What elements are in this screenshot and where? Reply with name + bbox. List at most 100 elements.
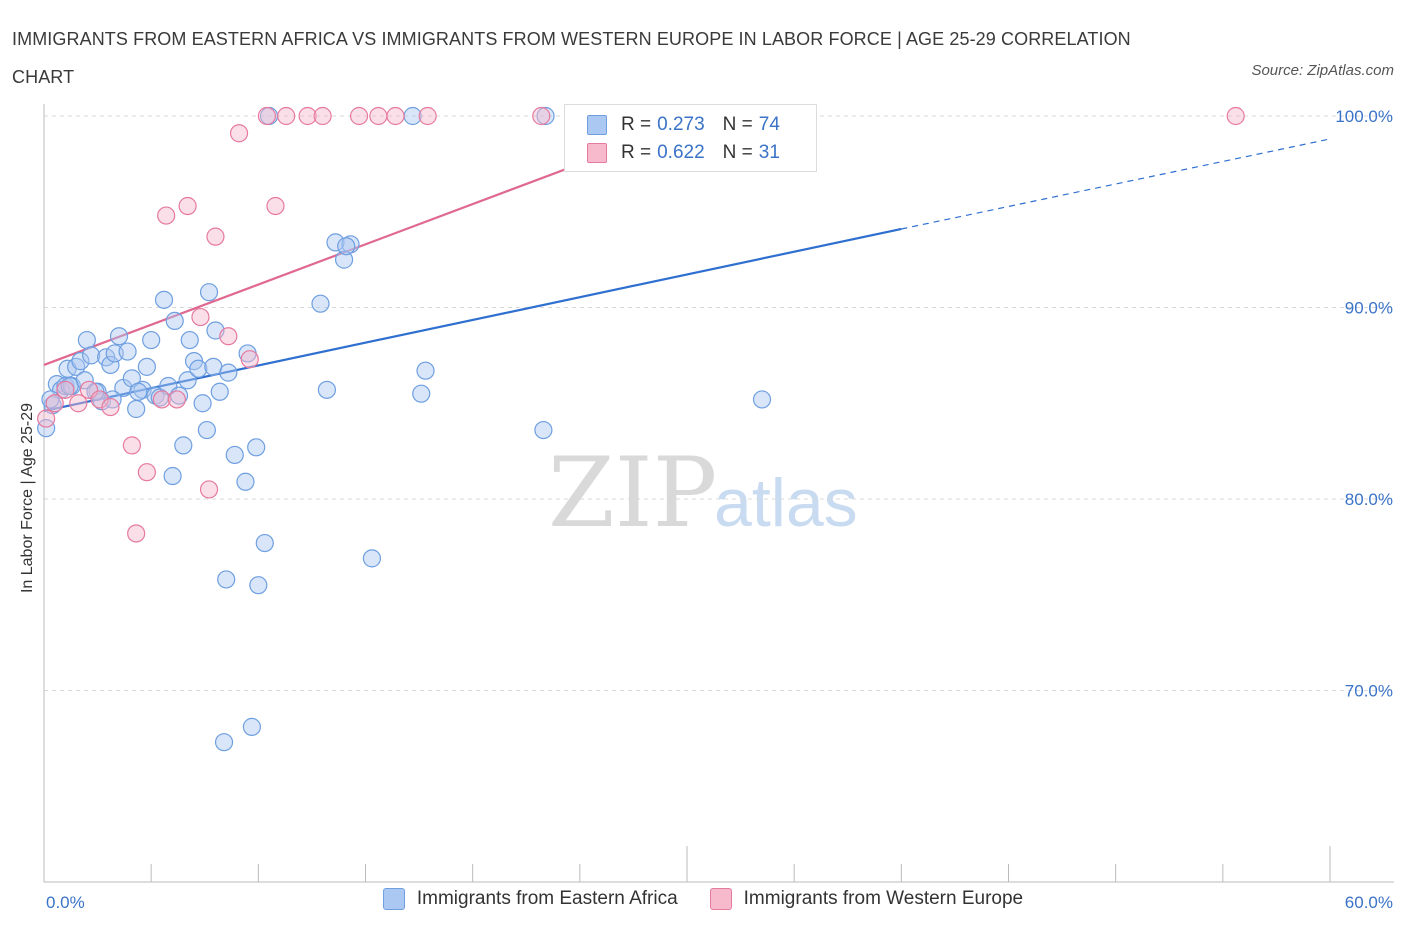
data-point xyxy=(109,327,129,346)
data-point xyxy=(214,733,234,752)
data-point xyxy=(349,106,369,126)
data-point xyxy=(199,283,219,302)
tick-labels: 70.0% 80.0% 90.0% 100.0% 0.0% 60.0% xyxy=(46,107,1393,912)
data-point xyxy=(369,106,388,126)
legend-r-label: R = xyxy=(621,114,652,135)
data-points xyxy=(37,106,1245,752)
series-legend-eastern-africa[interactable]: Immigrants from Eastern Africa xyxy=(382,888,678,910)
stats-legend: R = 0.273 N = 74 R = 0.622 N = 31 xyxy=(564,104,817,172)
data-point xyxy=(37,419,56,438)
data-point xyxy=(118,342,137,361)
data-point xyxy=(317,380,337,399)
data-point xyxy=(82,346,101,365)
x-tick-label: 60.0% xyxy=(1345,893,1393,912)
data-point xyxy=(412,384,431,403)
data-point xyxy=(77,330,96,350)
data-point xyxy=(1226,106,1245,126)
series-label-western-europe: Immigrants from Western Europe xyxy=(743,888,1024,909)
data-point xyxy=(101,355,120,375)
legend-r-value: 0.273 xyxy=(657,114,705,135)
data-point xyxy=(247,438,266,457)
series-points-eastern-africa xyxy=(37,106,772,752)
chart-title: IMMIGRANTS FROM EASTERN AFRICA VS IMMIGR… xyxy=(12,29,1131,87)
data-point xyxy=(129,382,148,401)
data-point xyxy=(69,394,88,413)
data-point xyxy=(752,390,772,409)
legend-n-value: 31 xyxy=(758,142,780,163)
data-point xyxy=(71,352,90,371)
data-point xyxy=(337,237,356,256)
axes xyxy=(43,104,1394,883)
data-point xyxy=(219,363,238,382)
data-point xyxy=(199,480,219,499)
data-point xyxy=(229,124,249,143)
data-point xyxy=(193,394,212,413)
data-point xyxy=(197,420,216,440)
data-point xyxy=(210,382,229,401)
legend-n-value: 74 xyxy=(758,114,780,135)
data-point xyxy=(277,106,296,126)
data-point xyxy=(137,463,156,482)
y-tick-label: 90.0% xyxy=(1345,299,1393,318)
data-point xyxy=(178,371,197,390)
data-point xyxy=(122,436,141,455)
data-point xyxy=(416,361,435,380)
series-points-western-europe xyxy=(37,106,1245,543)
data-point xyxy=(311,294,330,313)
data-point xyxy=(242,717,262,736)
series-legend-western-europe[interactable]: Immigrants from Western Europe xyxy=(709,888,1024,910)
legend-r-label: R = xyxy=(621,142,652,163)
data-point xyxy=(154,290,174,309)
data-point xyxy=(152,390,171,409)
data-point xyxy=(386,106,405,126)
x-tick-label: 0.0% xyxy=(46,893,85,912)
legend-row-eastern-africa: R = 0.273 N = 74 xyxy=(587,111,780,139)
data-point xyxy=(101,397,120,417)
legend-n-label: N = xyxy=(722,142,753,163)
y-tick-label: 80.0% xyxy=(1345,490,1393,509)
data-point xyxy=(137,357,156,376)
data-point xyxy=(37,409,56,428)
data-point xyxy=(157,206,176,225)
data-point xyxy=(189,359,208,378)
data-point xyxy=(266,196,285,216)
data-point xyxy=(534,420,553,440)
y-tick-label: 70.0% xyxy=(1345,682,1393,701)
watermark-zip: ZIP xyxy=(548,437,717,549)
data-point xyxy=(298,106,317,126)
data-point xyxy=(536,106,555,126)
data-point xyxy=(255,533,274,553)
legend-r-value: 0.622 xyxy=(657,142,705,163)
legend-swatch-western-europe xyxy=(587,143,607,163)
trend-line-extension-eastern-africa xyxy=(901,138,1331,230)
legend-swatch-eastern-africa xyxy=(587,115,607,135)
data-point xyxy=(236,472,255,491)
data-point xyxy=(165,311,184,331)
data-point xyxy=(45,394,64,413)
watermark-atlas: atlas xyxy=(714,465,858,541)
data-point xyxy=(206,227,225,246)
data-point xyxy=(225,445,244,465)
data-point xyxy=(163,466,182,486)
source-note: Source: ZipAtlas.com xyxy=(1251,62,1394,79)
y-tick-label: 100.0% xyxy=(1335,107,1393,126)
data-point xyxy=(418,106,437,126)
data-point xyxy=(142,330,161,350)
series-swatch-western-europe xyxy=(709,888,732,910)
series-legend: Immigrants from Eastern Africa Immigrant… xyxy=(0,888,1406,910)
data-point xyxy=(257,106,277,126)
data-point xyxy=(326,233,345,252)
trend-line-eastern-africa xyxy=(43,227,902,412)
data-point xyxy=(249,576,268,595)
data-point xyxy=(362,549,382,568)
legend-n-label: N = xyxy=(722,114,753,135)
data-point xyxy=(240,350,259,369)
legend-row-western-europe: R = 0.622 N = 31 xyxy=(587,139,780,167)
data-point xyxy=(56,380,75,399)
data-point xyxy=(178,196,197,216)
data-point xyxy=(219,327,238,346)
data-point xyxy=(532,106,551,126)
data-point xyxy=(127,399,146,419)
data-point xyxy=(334,250,354,269)
